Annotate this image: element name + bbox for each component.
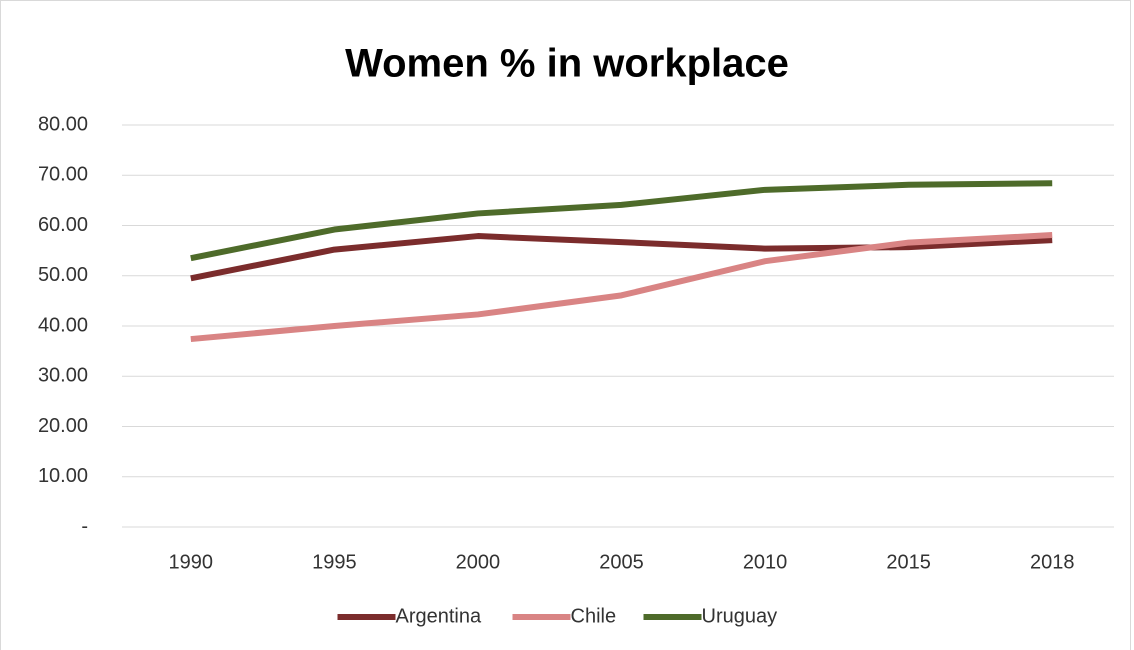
x-tick-label: 2000 — [456, 551, 501, 573]
legend-label: Uruguay — [702, 605, 778, 627]
y-tick-label: 50.00 — [38, 264, 88, 286]
x-tick-label: 2010 — [743, 551, 788, 573]
y-tick-label: 70.00 — [38, 164, 88, 186]
y-tick-label: 40.00 — [38, 314, 88, 336]
data-line — [190, 233, 1053, 282]
y-tick-label: 20.00 — [38, 415, 88, 437]
x-tick-label: 2015 — [886, 551, 931, 573]
y-tick-label: 60.00 — [38, 214, 88, 236]
y-tick-label: 80.00 — [38, 113, 88, 135]
legend-label: Chile — [571, 605, 617, 627]
x-tick-label: 1995 — [312, 551, 357, 573]
x-tick-label: 2018 — [1030, 551, 1075, 573]
y-tick-label: 30.00 — [38, 365, 88, 387]
x-tick-label: 2005 — [599, 551, 644, 573]
data-line — [190, 180, 1053, 262]
y-tick-label: - — [81, 515, 88, 537]
chart-title: Women % in workplace — [345, 42, 789, 86]
data-line — [190, 232, 1053, 343]
y-tick-label: 10.00 — [38, 465, 88, 487]
legend-label: Argentina — [396, 605, 482, 627]
x-tick-label: 1990 — [169, 551, 214, 573]
